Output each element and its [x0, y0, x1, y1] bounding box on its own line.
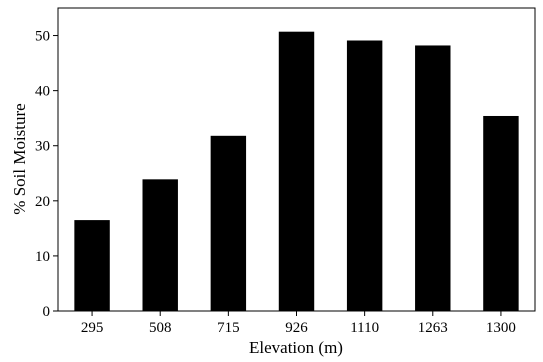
y-tick-label: 20 [35, 194, 50, 210]
x-tick-label: 926 [285, 320, 308, 336]
bar-508 [142, 179, 178, 311]
y-axis-ticks: 0 10 20 30 40 50 [35, 29, 58, 320]
bar-1110 [346, 40, 383, 312]
y-axis-title: % Soil Moisture [10, 103, 29, 214]
x-axis-title: Elevation (m) [249, 338, 343, 357]
x-tick-label: 1300 [486, 320, 516, 336]
x-tick-label: 715 [217, 320, 240, 336]
bar-715 [210, 135, 247, 311]
bars-group [74, 31, 519, 312]
y-tick-label: 40 [35, 84, 50, 100]
y-tick-label: 50 [35, 29, 50, 45]
y-tick-label: 10 [35, 249, 50, 265]
x-tick-label: 1263 [418, 320, 448, 336]
x-axis-ticks: 295 508 715 926 1110 1263 1300 [81, 311, 516, 336]
bar-1300 [483, 115, 519, 311]
x-tick-label: 508 [149, 320, 172, 336]
bar-1263 [415, 45, 451, 311]
x-tick-label: 1110 [350, 320, 379, 336]
x-tick-label: 295 [81, 320, 104, 336]
bar-926 [278, 31, 315, 312]
bar-295 [74, 220, 110, 311]
y-tick-label: 30 [35, 139, 50, 155]
y-tick-label: 0 [43, 304, 51, 320]
